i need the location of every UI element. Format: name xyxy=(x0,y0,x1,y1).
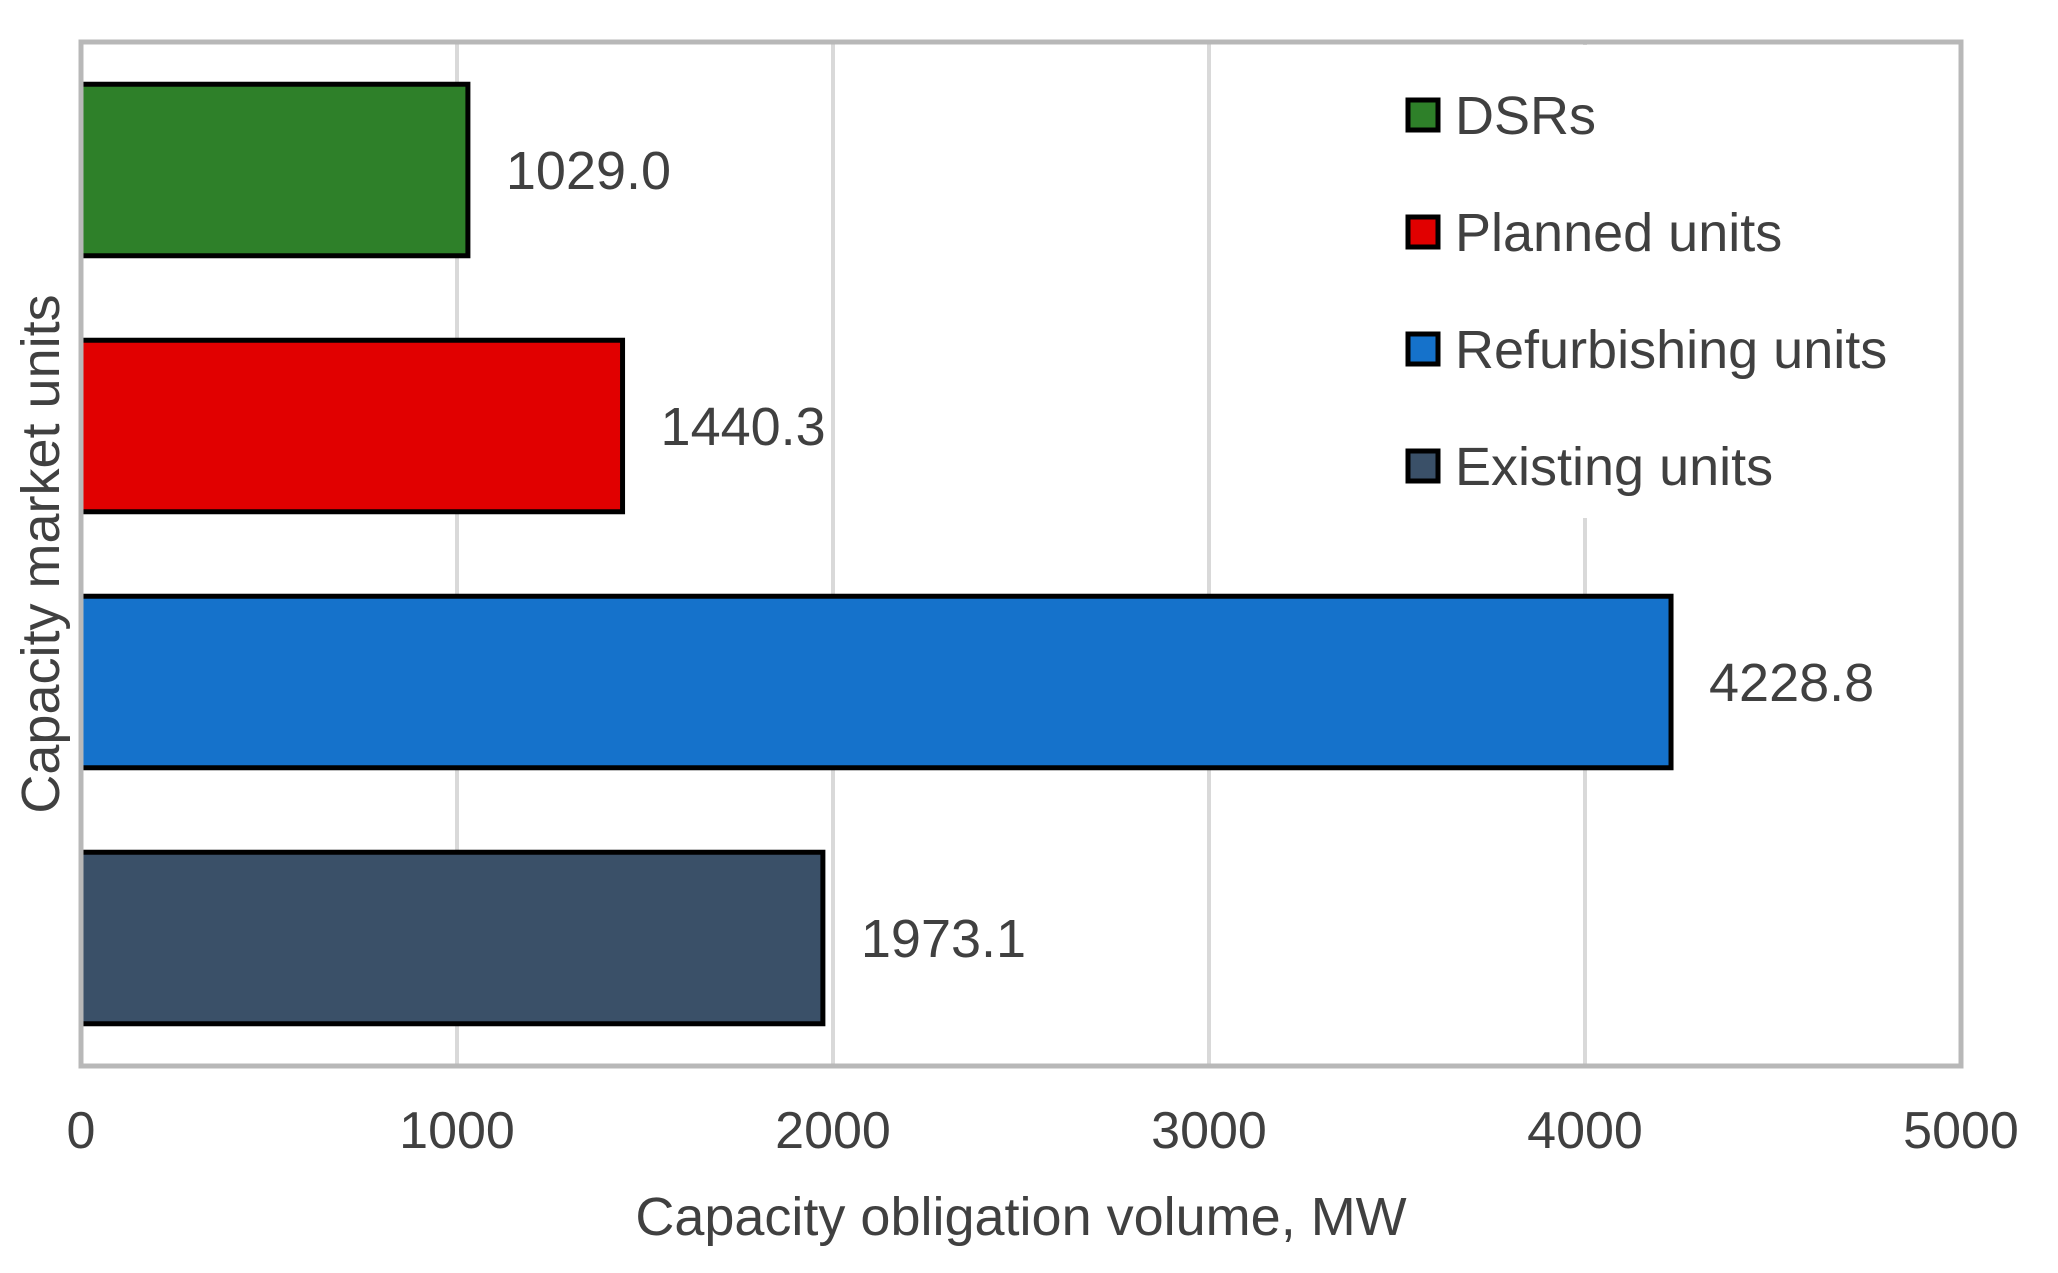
x-tick-label-3000: 3000 xyxy=(1151,1102,1267,1160)
legend-label-refurbishing-units: Refurbishing units xyxy=(1455,320,1887,380)
data-label-existing-units: 1973.1 xyxy=(861,909,1026,969)
x-tick-label-4000: 4000 xyxy=(1527,1102,1643,1160)
legend-swatch-planned-units xyxy=(1405,214,1441,250)
x-axis-title: Capacity obligation volume, MW xyxy=(635,1187,1406,1247)
bar-refurbishing-units xyxy=(78,593,1674,771)
bar-dsrs xyxy=(78,81,471,259)
legend-label-planned-units: Planned units xyxy=(1455,203,1782,263)
y-axis-title: Capacity market units xyxy=(11,294,71,813)
x-tick-label-2000: 2000 xyxy=(775,1102,891,1160)
x-tick-label-5000: 5000 xyxy=(1903,1102,2019,1160)
data-labels: 1029.0 1440.3 4228.8 1973.1 xyxy=(506,141,1874,969)
legend-swatch-refurbishing-units xyxy=(1405,331,1441,367)
x-tick-label-0: 0 xyxy=(67,1102,96,1160)
plot-area-border xyxy=(78,39,1964,1069)
x-axis-ticks: 0 1000 2000 3000 4000 5000 xyxy=(67,1102,2019,1160)
bar-existing-units xyxy=(78,849,826,1027)
legend-swatch-dsrs xyxy=(1405,97,1441,133)
data-label-refurbishing-units: 4228.8 xyxy=(1709,653,1874,713)
legend-swatch-existing-units xyxy=(1405,448,1441,484)
legend-label-dsrs: DSRs xyxy=(1455,86,1596,146)
bars xyxy=(78,81,1674,1027)
legend-background xyxy=(1398,45,1933,518)
legend: DSRs Planned units Refurbishing units Exist… xyxy=(1405,86,1887,497)
x-tick-label-1000: 1000 xyxy=(399,1102,515,1160)
data-label-dsrs: 1029.0 xyxy=(506,141,671,201)
legend-box xyxy=(1398,45,1933,518)
data-label-planned-units: 1440.3 xyxy=(661,397,826,457)
legend-label-existing-units: Existing units xyxy=(1455,437,1773,497)
bar-planned-units xyxy=(78,337,626,515)
